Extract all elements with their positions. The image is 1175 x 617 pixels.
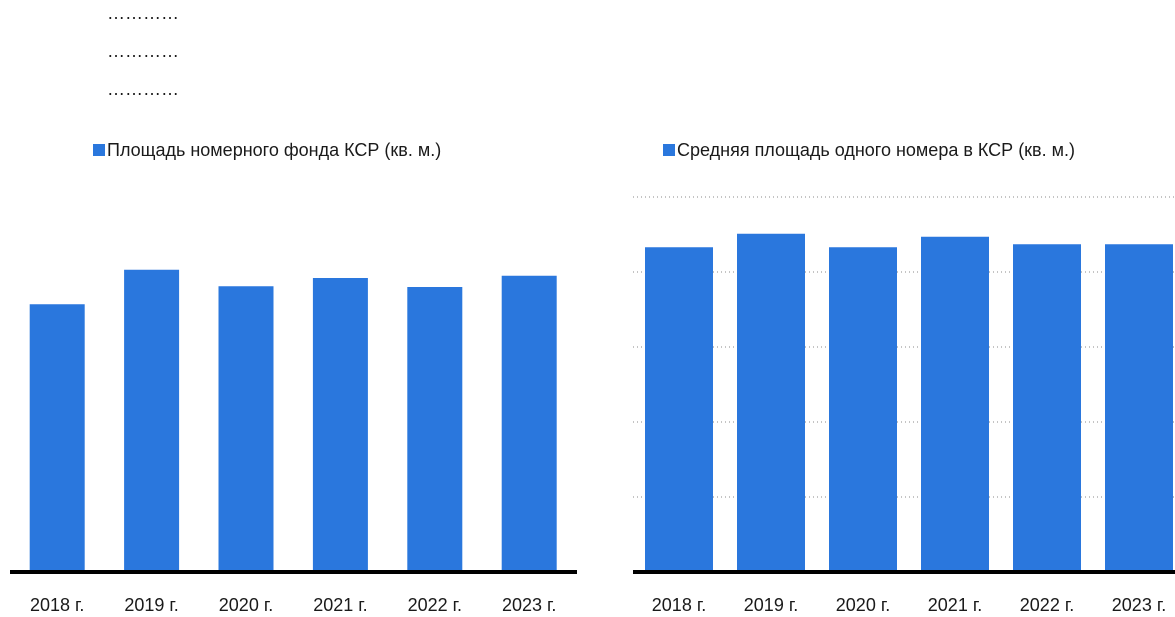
legend-label: Площадь номерного фонда КСР (кв. м.) <box>107 140 441 160</box>
legend-label: Средняя площадь одного номера в КСР (кв.… <box>677 140 1075 160</box>
x-tick-label: 2020 г. <box>836 595 890 615</box>
bar <box>1105 244 1173 572</box>
x-tick-label: 2023 г. <box>1112 595 1166 615</box>
bar <box>218 286 274 572</box>
header-line: ………… <box>107 41 179 61</box>
bar <box>312 278 368 572</box>
x-tick-label: 2022 г. <box>1020 595 1074 615</box>
bar <box>407 287 463 572</box>
x-tick-label: 2019 г. <box>124 595 178 615</box>
x-tick-label: 2023 г. <box>502 595 556 615</box>
x-tick-label: 2020 г. <box>219 595 273 615</box>
x-tick-label: 2019 г. <box>744 595 798 615</box>
x-tick-label: 2021 г. <box>313 595 367 615</box>
header-line: ………… <box>107 3 179 23</box>
x-tick-label: 2021 г. <box>928 595 982 615</box>
bar <box>921 236 989 572</box>
bar <box>124 269 180 572</box>
bar <box>829 247 897 572</box>
legend-swatch <box>93 144 105 156</box>
x-tick-label: 2018 г. <box>30 595 84 615</box>
bar <box>645 247 713 572</box>
x-tick-label: 2018 г. <box>652 595 706 615</box>
header-line: ………… <box>107 79 179 99</box>
bar <box>1013 244 1081 572</box>
bar <box>737 233 805 572</box>
bar <box>501 275 557 572</box>
bar <box>29 304 85 572</box>
x-tick-label: 2022 г. <box>408 595 462 615</box>
legend-swatch <box>663 144 675 156</box>
